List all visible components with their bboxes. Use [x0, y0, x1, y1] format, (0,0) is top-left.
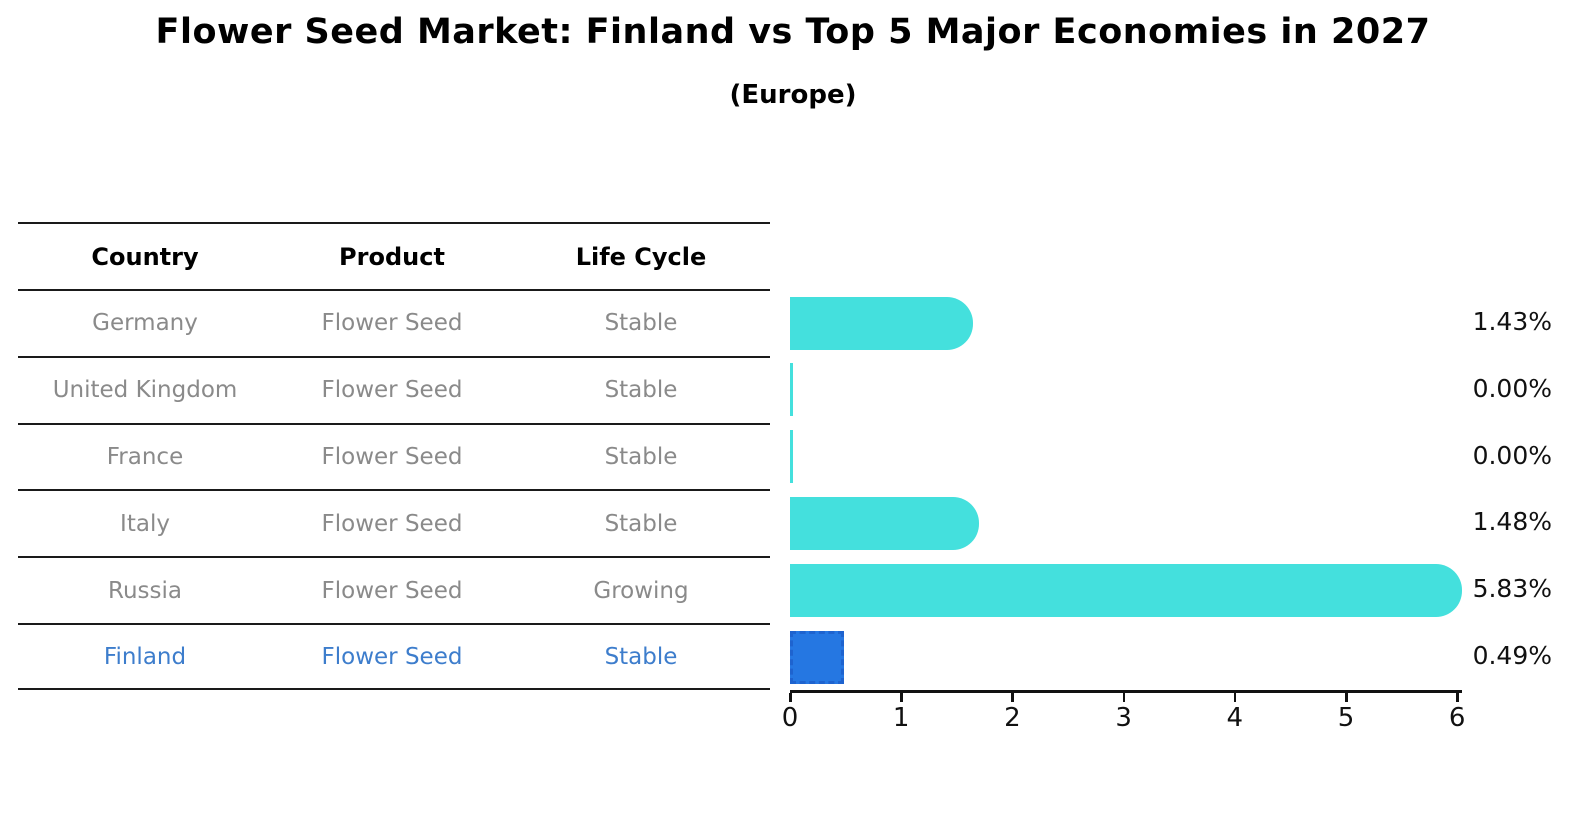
cell-lifecycle: Stable [604, 510, 678, 537]
value-label-united-kingdom: 0.00% [1472, 373, 1552, 403]
value-label-italy: 1.48% [1472, 507, 1552, 537]
value-label-germany: 1.43% [1472, 307, 1552, 336]
cell-lifecycle: Stable [604, 310, 678, 337]
x-tick-label: 1 [892, 703, 910, 733]
cell-product: Flower Seed [321, 377, 463, 404]
cell-lifecycle: Stable [604, 377, 678, 404]
table-row-united-kingdom: United Kingdom Flower Seed Stable [18, 355, 770, 423]
cell-product: Flower Seed [321, 643, 463, 670]
cell-lifecycle: Growing [593, 577, 689, 604]
x-tick-label: 5 [1337, 703, 1355, 733]
cell-product: Flower Seed [321, 510, 463, 537]
table-row-russia: Russia Flower Seed Growing [18, 556, 770, 623]
value-label-finland: 0.49% [1472, 641, 1552, 671]
cell-country: Italy [120, 510, 170, 537]
cell-product: Flower Seed [321, 310, 463, 337]
cell-product: Flower Seed [321, 577, 463, 604]
bar-united-kingdom [790, 363, 793, 417]
value-label-france: 0.00% [1472, 440, 1552, 470]
cell-lifecycle: Stable [604, 444, 678, 471]
cell-country: Russia [108, 577, 182, 604]
country-table: Country Product Life Cycle Germany Flowe… [18, 222, 770, 690]
tick-mark [1233, 693, 1237, 702]
table-row-italy: Italy Flower Seed Stable [18, 489, 770, 556]
bar-finland [790, 630, 845, 684]
bar-russia [790, 563, 1463, 617]
x-axis-line [790, 690, 1462, 693]
x-tick-label: 3 [1115, 703, 1132, 733]
bar-france [790, 430, 793, 484]
bar-italy [790, 496, 979, 550]
chart-title: Flower Seed Market: Finland vs Top 5 Maj… [155, 12, 1431, 52]
cell-product: Flower Seed [321, 444, 463, 471]
tick-mark [1345, 693, 1348, 702]
cell-country: France [106, 444, 184, 471]
x-tick-label: 4 [1226, 703, 1244, 733]
tick-mark [1122, 693, 1126, 702]
table-header-row: Country Product Life Cycle [18, 222, 770, 289]
column-header-country: Country [91, 242, 199, 271]
x-tick-label: 6 [1448, 703, 1466, 733]
value-label-russia: 5.83% [1472, 574, 1552, 604]
column-header-lifecycle: Life Cycle [575, 242, 707, 271]
table-row-france: France Flower Seed Stable [18, 422, 770, 490]
tick-mark [1011, 693, 1014, 702]
cell-country: Finland [103, 643, 187, 670]
cell-country: United Kingdom [52, 377, 238, 404]
chart-subtitle: (Europe) [729, 80, 857, 110]
table-row-germany: Germany Flower Seed Stable [18, 289, 770, 356]
bar-germany [790, 296, 974, 350]
x-tick-label: 2 [1004, 703, 1021, 733]
tick-mark [900, 693, 903, 702]
cell-lifecycle: Stable [604, 643, 678, 670]
x-tick-label: 0 [781, 703, 799, 733]
tick-mark [789, 693, 792, 702]
table-row-finland: Finland Flower Seed Stable [18, 623, 770, 690]
cell-country: Germany [92, 310, 198, 337]
column-header-product: Product [339, 242, 445, 271]
tick-mark [1456, 693, 1459, 702]
